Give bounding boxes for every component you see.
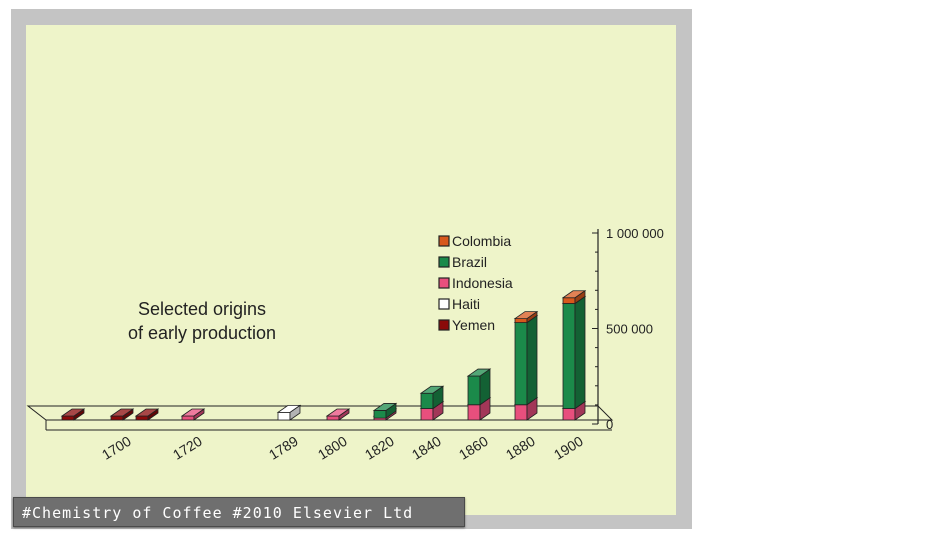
bar-haiti-1789 <box>276 404 302 421</box>
bar-brazil-1860 <box>466 368 492 406</box>
annotation-line: Selected origins <box>138 299 266 319</box>
bar-front <box>181 415 195 421</box>
bar-front <box>514 404 528 421</box>
bar-front <box>467 404 481 421</box>
bar-front <box>420 392 434 409</box>
credit-caption: #Chemistry of Coffee #2010 Elsevier Ltd <box>13 497 465 527</box>
x-tick-label-1860: 1860 <box>456 433 491 463</box>
legend-item-yemen: Yemen <box>438 317 495 333</box>
bar-front <box>467 375 481 406</box>
bar-front <box>135 415 149 421</box>
legend-swatch <box>438 256 450 268</box>
legend-swatch <box>438 277 450 289</box>
legend-label: Yemen <box>452 317 495 333</box>
y-tick-label: 0 <box>606 417 613 432</box>
x-tick-label-1700: 1700 <box>99 433 134 463</box>
legend-label: Colombia <box>452 233 511 249</box>
bar-front <box>562 408 576 421</box>
x-tick-label-1800: 1800 <box>315 433 350 463</box>
bar-top <box>134 408 160 417</box>
bar-front <box>514 318 528 323</box>
bar-indonesia-1800 <box>325 408 351 421</box>
bar-top <box>466 368 492 377</box>
bar-top <box>372 403 398 411</box>
bar-top <box>180 408 206 417</box>
bar-yemen-1690 <box>60 408 86 421</box>
bar-top <box>325 408 351 417</box>
bar-indonesia-1720 <box>180 408 206 421</box>
bar-brazil-1820 <box>372 402 398 419</box>
bar-yemen-1700 <box>109 408 135 421</box>
x-tick-label-1900: 1900 <box>551 433 586 463</box>
y-tick-label: 500 000 <box>606 322 653 337</box>
bar-top <box>276 404 302 413</box>
bar-front <box>373 410 387 419</box>
bar-top <box>561 290 587 299</box>
bar-brazil-1880 <box>513 314 539 406</box>
x-tick-labels: 1700 1720 1789 1800 1820 1840 1860 1880 1900 <box>99 433 586 463</box>
x-tick-label-1880: 1880 <box>503 433 538 463</box>
legend-item-haiti: Haiti <box>438 296 480 312</box>
annotation: Selected origins of early production <box>128 299 276 343</box>
bar-front <box>562 303 576 409</box>
legend-label: Indonesia <box>452 275 513 291</box>
legend-item-brazil: Brazil <box>438 254 487 270</box>
x-tick-label-1720: 1720 <box>170 433 205 463</box>
bar-front <box>326 415 340 421</box>
bar-front <box>61 415 75 421</box>
bars <box>60 289 587 421</box>
y-axis: 0 500 000 1 000 000 <box>592 226 664 432</box>
floor-plane <box>26 405 614 421</box>
legend-swatch <box>438 319 450 331</box>
legend-item-indonesia: Indonesia <box>438 275 513 291</box>
legend: Colombia Brazil Indonesia Haiti Yemen <box>438 233 513 333</box>
legend-swatch <box>438 298 450 310</box>
bar-colombia-1900 <box>561 289 587 305</box>
bar-yemen-1710 <box>134 408 160 421</box>
legend-label: Brazil <box>452 254 487 270</box>
chart-panel <box>26 25 676 515</box>
bar-brazil-1840 <box>419 385 445 410</box>
legend-item-colombia: Colombia <box>438 233 511 249</box>
x-tick-label-1820: 1820 <box>362 433 397 463</box>
bar-side <box>526 314 538 406</box>
bar-front <box>110 415 124 421</box>
bar-brazil-1900 <box>561 295 587 410</box>
x-tick-label-1789: 1789 <box>266 433 301 463</box>
y-tick-label: 1 000 000 <box>606 226 664 241</box>
bar-top <box>513 311 539 319</box>
legend-swatch <box>438 235 450 247</box>
annotation-line: of early production <box>128 323 276 343</box>
bar-front <box>420 408 434 421</box>
x-tick-label-1840: 1840 <box>409 433 444 463</box>
bar-top <box>60 408 86 417</box>
bar-top <box>109 408 135 417</box>
bar-front <box>562 297 576 304</box>
chart-floor <box>26 405 614 431</box>
bar-front <box>514 322 528 406</box>
bar-side <box>574 295 586 410</box>
bar-top <box>419 385 445 394</box>
bar-colombia-1880 <box>513 310 539 324</box>
legend-label: Haiti <box>452 296 480 312</box>
bar-front <box>277 411 291 421</box>
